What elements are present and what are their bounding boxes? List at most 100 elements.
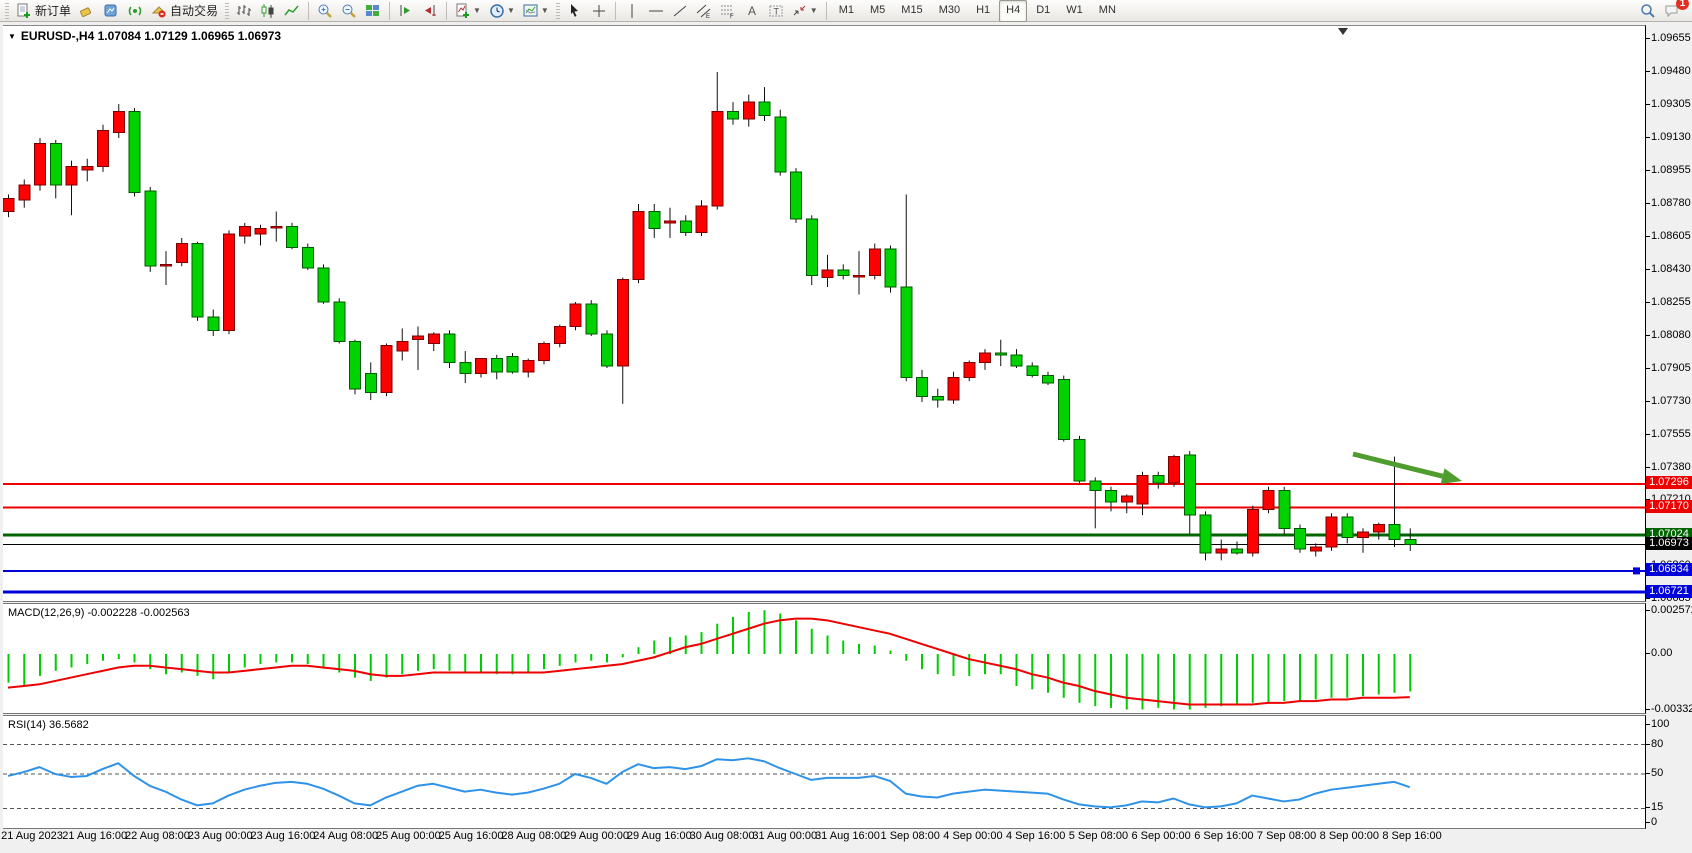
macd-tick: 0.00 (1651, 647, 1673, 659)
timeframe-button-m30[interactable]: M30 (938, 3, 961, 16)
text-button[interactable]: A (740, 0, 764, 22)
tick-mark (1646, 822, 1650, 823)
svg-text:A: A (748, 4, 756, 18)
timeframe-button-m1[interactable]: M1 (838, 3, 854, 16)
rsi-panel[interactable]: RSI(14) 36.5682 (3, 715, 1646, 829)
svg-text:F: F (730, 14, 734, 19)
macd-tick: 0.002572 (1651, 603, 1692, 616)
tick-mark (1646, 724, 1650, 725)
chevron-down-icon: ▼ (540, 6, 549, 15)
tile-windows-button[interactable] (361, 0, 385, 22)
vertical-line-button[interactable] (620, 0, 644, 22)
timeframe-button-h4[interactable]: H4 (999, 0, 1028, 22)
toolbar-grip[interactable] (555, 2, 560, 19)
text-label-button[interactable]: T (764, 0, 788, 22)
horizontal-line-button[interactable] (644, 0, 668, 22)
toolbar-separator (446, 1, 448, 20)
tick-mark (1646, 301, 1650, 303)
toolbar-grip[interactable] (225, 2, 230, 19)
toolbar-grip[interactable] (5, 2, 9, 19)
price-chart-panel[interactable]: ▼ EURUSD-,H4 1.07084 1.07129 1.06965 1.0… (3, 25, 1646, 602)
toolbar-separator (825, 1, 827, 20)
signal-icon (127, 3, 143, 19)
profile-icon (103, 3, 119, 19)
rsi-tick: 0 (1651, 816, 1658, 828)
price-tick: 1.09305 (1651, 97, 1691, 110)
time-tick: 25 Aug 16:00 (438, 830, 504, 842)
time-tick: 21 Aug 2023 (1, 830, 63, 842)
toolbar-separator (308, 1, 310, 20)
templates-button[interactable]: ▼ (519, 0, 553, 22)
chart-title-collapse-icon[interactable]: ▼ (8, 31, 16, 41)
line-chart-button[interactable] (280, 0, 304, 22)
zoom-out-button[interactable] (337, 0, 361, 22)
timeframe-button-h1[interactable]: H1 (976, 3, 991, 16)
price-tick: 1.07380 (1651, 460, 1691, 473)
toolbar-separator (389, 1, 391, 20)
channel-button[interactable]: E (692, 0, 716, 22)
arrows-button[interactable]: ▼ (788, 0, 822, 22)
time-tick: 24 Aug 08:00 (313, 830, 379, 842)
time-tick: 8 Sep 16:00 (1382, 830, 1442, 842)
templates-icon (523, 3, 539, 19)
candlestick-chart[interactable] (3, 26, 1645, 601)
tick-mark (1646, 433, 1650, 435)
rsi-chart[interactable] (3, 716, 1645, 828)
tick-mark (1646, 743, 1650, 745)
cursor-button[interactable] (563, 0, 587, 22)
bar-chart-button[interactable] (232, 0, 256, 22)
macd-panel[interactable]: MACD(12,26,9) -0.002228 -0.002563 (3, 603, 1646, 714)
chart-shift-button[interactable] (418, 0, 442, 22)
profile-button[interactable] (99, 0, 123, 22)
channel-icon: E (696, 3, 712, 19)
auto-trading-icon (151, 3, 167, 19)
signal-button[interactable] (123, 0, 147, 22)
hline-price-label: 1.07296 (1646, 476, 1692, 490)
time-tick: 25 Aug 00:00 (375, 830, 441, 842)
price-tick: 1.08955 (1651, 163, 1691, 176)
crosshair-icon (591, 3, 607, 19)
zoom-in-button[interactable] (313, 0, 337, 22)
chart-shift-icon (422, 3, 438, 19)
trendline-button[interactable] (668, 0, 692, 22)
tick-mark (1646, 136, 1650, 138)
time-tick: 6 Sep 00:00 (1131, 830, 1191, 842)
tick-mark (1646, 169, 1650, 171)
price-axis[interactable]: 1.09655 1.09480 1.09305 1.09130 1.08955 1.087… (1646, 22, 1692, 846)
timeframe-button-m15[interactable]: M15 (901, 3, 923, 16)
chat-button[interactable]: 1 (1660, 0, 1689, 22)
crosshair-button[interactable] (587, 0, 611, 22)
candlestick-chart-button[interactable] (256, 0, 280, 22)
time-tick: 31 Aug 16:00 (815, 830, 880, 842)
fibonacci-button[interactable]: F (716, 0, 740, 22)
new-order-button[interactable]: 新订单 (12, 0, 75, 22)
hline-price-label: 1.07170 (1646, 500, 1692, 514)
indicators-button[interactable]: ▼ (451, 0, 485, 22)
auto-scroll-icon (398, 3, 414, 19)
timeframe-button-d1[interactable]: D1 (1036, 3, 1051, 16)
arrows-icon (792, 3, 808, 19)
eraser-button[interactable] (75, 0, 99, 22)
time-tick: 30 Aug 08:00 (689, 830, 755, 842)
timeframe-toolbar: M1 M5 M15 M30 H1 H4 D1 W1 MN (831, 0, 1124, 22)
periods-button[interactable]: ▼ (485, 0, 519, 22)
time-axis[interactable]: 21 Aug 2023 21 Aug 16:00 22 Aug 08:00 23 Au… (1, 829, 1646, 845)
macd-chart[interactable] (3, 604, 1645, 713)
auto-scroll-button[interactable] (394, 0, 418, 22)
time-tick: 7 Sep 08:00 (1256, 830, 1317, 842)
macd-label: MACD(12,26,9) -0.002228 -0.002563 (8, 607, 190, 619)
auto-trading-button[interactable]: 自动交易 (147, 0, 222, 22)
search-button[interactable] (1636, 0, 1660, 22)
timeframe-button-w1[interactable]: W1 (1066, 3, 1083, 16)
timeframe-button-m5[interactable]: M5 (870, 3, 886, 16)
timeframe-button-mn[interactable]: MN (1098, 3, 1116, 16)
price-tick: 1.08605 (1651, 229, 1691, 242)
time-tick: 31 Aug 00:00 (752, 830, 818, 842)
tick-mark (1646, 268, 1650, 270)
horizontal-line-icon (648, 3, 664, 19)
time-tick: 29 Aug 00:00 (564, 830, 629, 842)
tick-mark (1646, 235, 1650, 237)
chart-title: ▼ EURUSD-,H4 1.07084 1.07129 1.06965 1.0… (8, 29, 281, 43)
eraser-icon (79, 3, 95, 19)
tick-mark (1646, 466, 1650, 468)
